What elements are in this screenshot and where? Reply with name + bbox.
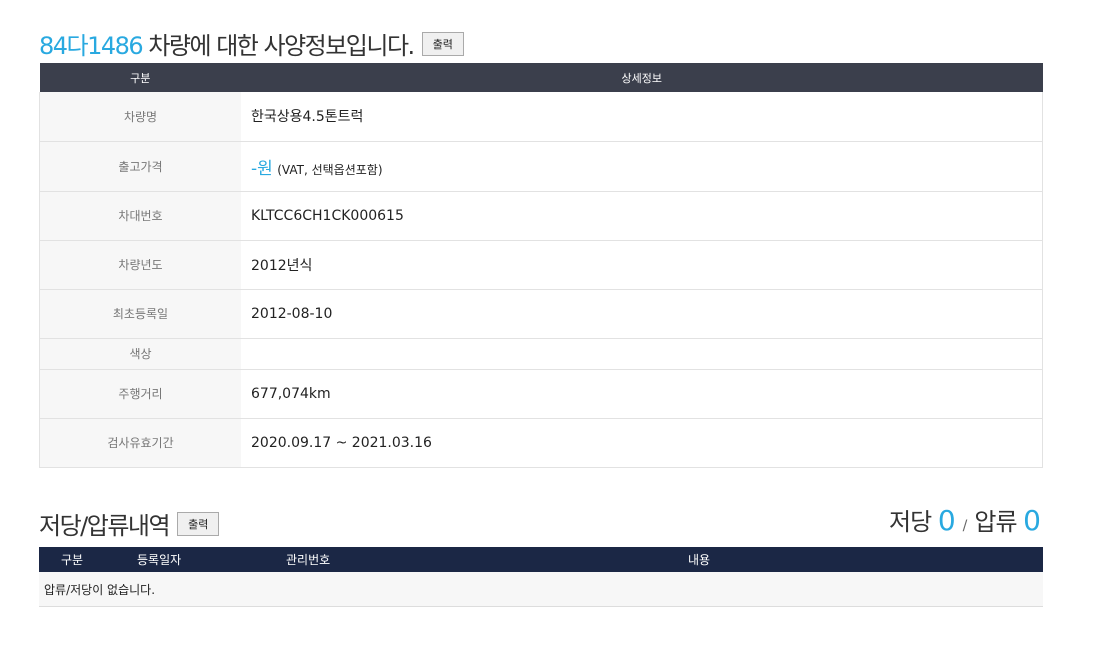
row-label: 출고가격: [39, 141, 241, 192]
separator: /: [962, 518, 968, 534]
row-label: 차량년도: [39, 240, 241, 290]
header-content: 내용: [687, 547, 1043, 572]
price-note: (VAT, 선택옵션포함): [277, 162, 383, 177]
spec-table: 구분 상세정보 차량명 한국상용4.5톤트럭 출고가격 -원 (VAT, 선택옵션포함…: [39, 63, 1043, 468]
mortgage-label: 저당: [889, 508, 932, 536]
color-value: [241, 338, 1043, 370]
header-category: 구분: [39, 63, 241, 92]
price-value: -원: [251, 158, 273, 179]
row-label: 검사유효기간: [39, 418, 241, 468]
row-label: 주행거리: [39, 369, 241, 419]
lien-count: 저당 0 / 압류 0: [889, 502, 1041, 537]
lien-title-text: 저당/압류내역: [39, 512, 171, 540]
lien-title: 저당/압류내역 출력: [39, 506, 220, 541]
first-registration-value: 2012-08-10: [241, 289, 1043, 339]
lien-table: 구분 등록일자 관리번호 내용 압류/저당이 없습니다.: [39, 547, 1043, 607]
print-lien-button[interactable]: 출력: [177, 511, 220, 536]
year-value: 2012년식: [241, 240, 1043, 290]
header-category: 구분: [39, 547, 136, 572]
header-detail: 상세정보: [241, 63, 1043, 92]
row-label: 최초등록일: [39, 289, 241, 339]
seizure-label: 압류: [974, 508, 1017, 536]
mileage-value: 677,074km: [241, 369, 1043, 419]
row-label: 차대번호: [39, 191, 241, 241]
header-management-number: 관리번호: [284, 547, 687, 572]
plate-number: 84다1486: [39, 32, 144, 60]
title-suffix: 차량에 대한 사양정보입니다.: [142, 32, 415, 60]
vehicle-name: 한국상용4.5톤트럭: [241, 92, 1043, 142]
seizure-count: 0: [1023, 504, 1041, 537]
inspection-period-value: 2020.09.17 ~ 2021.03.16: [241, 418, 1043, 468]
row-label: 색상: [39, 338, 241, 370]
header-date: 등록일자: [136, 547, 284, 572]
spec-title: 84다1486 차량에 대한 사양정보입니다. 출력: [39, 26, 464, 61]
empty-message: 압류/저당이 없습니다.: [39, 572, 1043, 607]
row-label: 차량명: [39, 92, 241, 142]
mortgage-count: 0: [937, 504, 956, 537]
vin-value: KLTCC6CH1CK000615: [241, 191, 1043, 241]
print-spec-button[interactable]: 출력: [421, 31, 464, 56]
